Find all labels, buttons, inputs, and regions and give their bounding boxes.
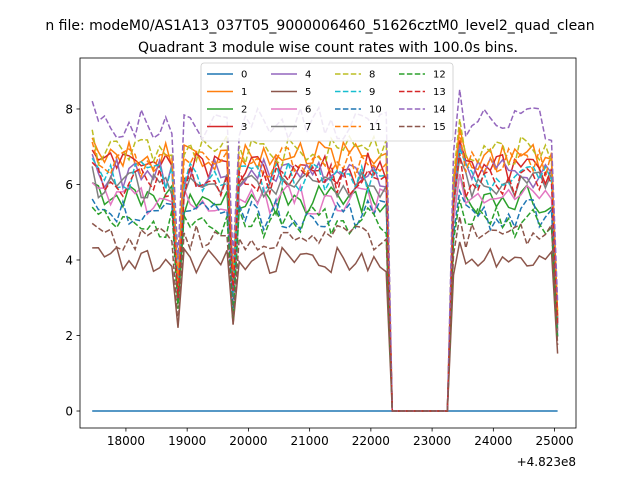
legend-label-9: 9 bbox=[369, 87, 375, 98]
y-tick-label-0: 0 bbox=[65, 405, 73, 419]
series-line-15 bbox=[91, 216, 559, 412]
legend-label-2: 2 bbox=[241, 105, 247, 116]
series-lines bbox=[91, 89, 559, 412]
series-line-10 bbox=[91, 188, 559, 412]
y-tick-label-6: 6 bbox=[65, 178, 73, 192]
legend-label-4: 4 bbox=[305, 70, 311, 81]
chart-suptitle: n file: modeM0/AS1A13_037T05_9000006460_… bbox=[45, 18, 594, 34]
legend-label-8: 8 bbox=[369, 70, 375, 81]
legend-label-10: 10 bbox=[369, 105, 382, 116]
legend-label-7: 7 bbox=[305, 122, 311, 133]
x-tick-label-18000: 18000 bbox=[107, 434, 145, 448]
series-line-6 bbox=[91, 174, 559, 412]
x-tick-label-23000: 23000 bbox=[413, 434, 451, 448]
legend-label-15: 15 bbox=[433, 122, 446, 133]
legend-label-6: 6 bbox=[305, 105, 311, 116]
x-tick-label-24000: 24000 bbox=[474, 434, 512, 448]
y-tick-label-4: 4 bbox=[65, 253, 73, 267]
legend-label-5: 5 bbox=[305, 87, 311, 98]
chart-title: Quadrant 3 module wise count rates with … bbox=[138, 40, 518, 56]
x-tick-label-25000: 25000 bbox=[535, 434, 573, 448]
series-line-5 bbox=[92, 241, 559, 412]
legend-box bbox=[200, 62, 454, 142]
legend-label-11: 11 bbox=[369, 122, 382, 133]
series-line-13 bbox=[91, 152, 559, 412]
axes: 18000 19000 20000 21000 22000 23000 24000 25000… bbox=[65, 57, 577, 448]
legend-label-3: 3 bbox=[241, 122, 247, 133]
legend-label-13: 13 bbox=[433, 87, 446, 98]
series-line-11 bbox=[91, 131, 559, 412]
legend-label-12: 12 bbox=[433, 70, 446, 81]
legend-label-1: 1 bbox=[241, 87, 247, 98]
x-tick-label-19000: 19000 bbox=[168, 434, 206, 448]
series-line-12 bbox=[91, 199, 559, 412]
x-tick-label-21000: 21000 bbox=[291, 434, 329, 448]
x-tick-label-22000: 22000 bbox=[352, 434, 390, 448]
plot-frame bbox=[79, 57, 577, 429]
x-offset-label: +4.823e8 bbox=[517, 455, 576, 469]
series-line-3 bbox=[91, 140, 559, 412]
y-tick-label-8: 8 bbox=[65, 102, 73, 116]
series-line-14 bbox=[91, 89, 559, 412]
x-tick-label-20000: 20000 bbox=[229, 434, 267, 448]
y-tick-label-2: 2 bbox=[65, 329, 73, 343]
legend-label-14: 14 bbox=[433, 105, 446, 116]
legend-label-0: 0 bbox=[241, 70, 247, 81]
